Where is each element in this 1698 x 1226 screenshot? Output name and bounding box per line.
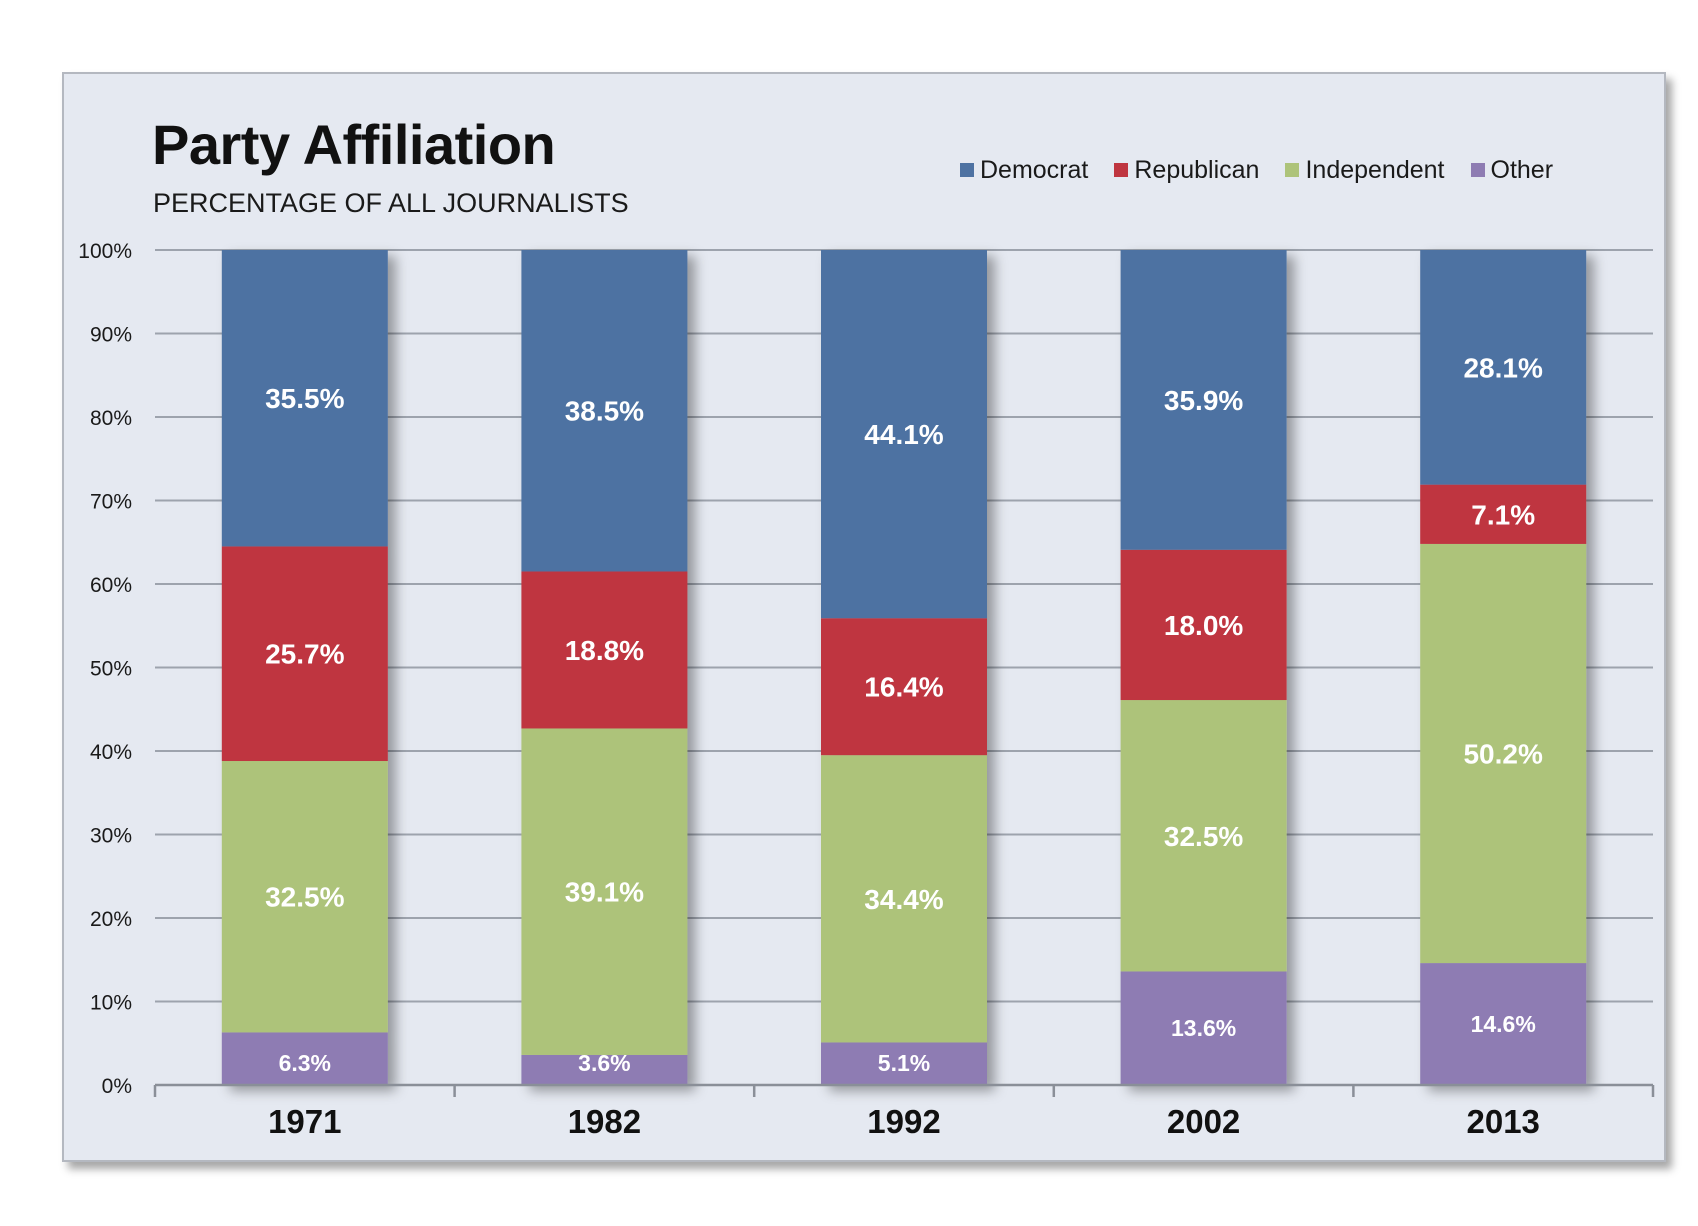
legend-item-republican: Republican [1114,156,1259,185]
data-label-other: 14.6% [1471,1011,1536,1037]
bar-segment-independent [221,761,388,1033]
data-label-independent: 32.5% [265,882,344,913]
legend-swatch [1470,162,1485,177]
data-label-republican: 25.7% [265,639,344,670]
bar-stack [521,250,688,1085]
y-tick-label: 40% [90,741,132,764]
bar-segment-republican [1120,549,1287,701]
legend-swatch [1285,162,1300,177]
data-label-republican: 18.0% [1164,610,1243,641]
data-label-other: 13.6% [1171,1015,1236,1041]
y-tick-label: 70% [90,491,132,514]
y-tick-label: 30% [90,825,132,848]
bar-stack [221,250,388,1085]
bar-segment-other [521,1054,688,1085]
x-tick-label: 2013 [1466,1103,1539,1140]
legend-item-other: Other [1470,156,1554,185]
data-label-republican: 18.8% [565,635,644,666]
legend-label: Independent [1305,156,1445,184]
x-tick-label: 1992 [867,1103,940,1140]
chart-subtitle: PERCENTAGE OF ALL JOURNALISTS [153,188,629,218]
bar-segment-independent [521,728,688,1055]
bar-segment-republican [821,618,987,756]
y-tick-label: 60% [90,574,132,597]
legend-item-independent: Independent [1285,156,1445,185]
x-tick-label: 2002 [1167,1103,1240,1140]
y-tick-label: 90% [90,324,132,347]
bar-segment-independent [821,755,987,1043]
data-label-republican: 16.4% [864,672,943,703]
legend-swatch [960,162,974,177]
legend-label: Republican [1134,156,1260,184]
data-label-democrat: 44.1% [864,419,943,450]
bar-stack [821,250,987,1085]
x-tick-label: 1982 [568,1103,641,1140]
bar-segment-democrat [221,250,388,547]
bar-stack [1120,250,1287,1085]
y-tick-label: 100% [78,240,132,263]
data-label-democrat: 28.1% [1463,352,1542,383]
data-label-independent: 34.4% [864,884,943,915]
bar-segment-democrat [521,250,688,572]
bar-segment-democrat [1420,250,1587,485]
y-tick-label: 10% [90,992,132,1015]
legend-label: Other [1490,156,1554,184]
y-tick-label: 0% [102,1075,132,1098]
bar-segment-other [221,1032,388,1085]
data-label-other: 3.6% [578,1050,630,1076]
bar-segment-independent [1420,543,1587,964]
bar-segment-independent [1120,700,1287,972]
bar-segment-republican [1420,484,1587,544]
data-label-democrat: 35.9% [1164,385,1243,416]
legend-item-democrat: Democrat [960,156,1088,185]
data-label-other: 6.3% [279,1050,331,1076]
bar-segment-republican [521,571,688,729]
data-label-democrat: 38.5% [565,396,644,427]
bar-stack [1420,250,1587,1085]
bar-segment-other [1120,971,1287,1085]
y-tick-label: 50% [90,658,132,681]
data-label-independent: 32.5% [1164,821,1243,852]
bar-segment-republican [221,546,388,762]
bar-segment-other [1420,963,1587,1085]
data-label-independent: 39.1% [565,877,644,908]
y-tick-label: 20% [90,908,132,931]
data-label-independent: 50.2% [1463,739,1542,770]
data-label-democrat: 35.5% [265,383,344,414]
x-tick-label: 1971 [268,1103,341,1140]
bar-segment-democrat [1120,250,1287,550]
data-label-other: 5.1% [878,1050,930,1076]
legend-swatch [1114,162,1129,177]
y-tick-label: 80% [90,407,132,430]
legend: Democrat Republican Independent Other [960,156,1553,185]
bar-segment-democrat [821,250,987,619]
bar-segment-other [821,1042,987,1085]
legend-label: Democrat [980,156,1089,184]
data-label-republican: 7.1% [1471,499,1535,530]
chart-title: Party Affiliation [152,113,556,176]
